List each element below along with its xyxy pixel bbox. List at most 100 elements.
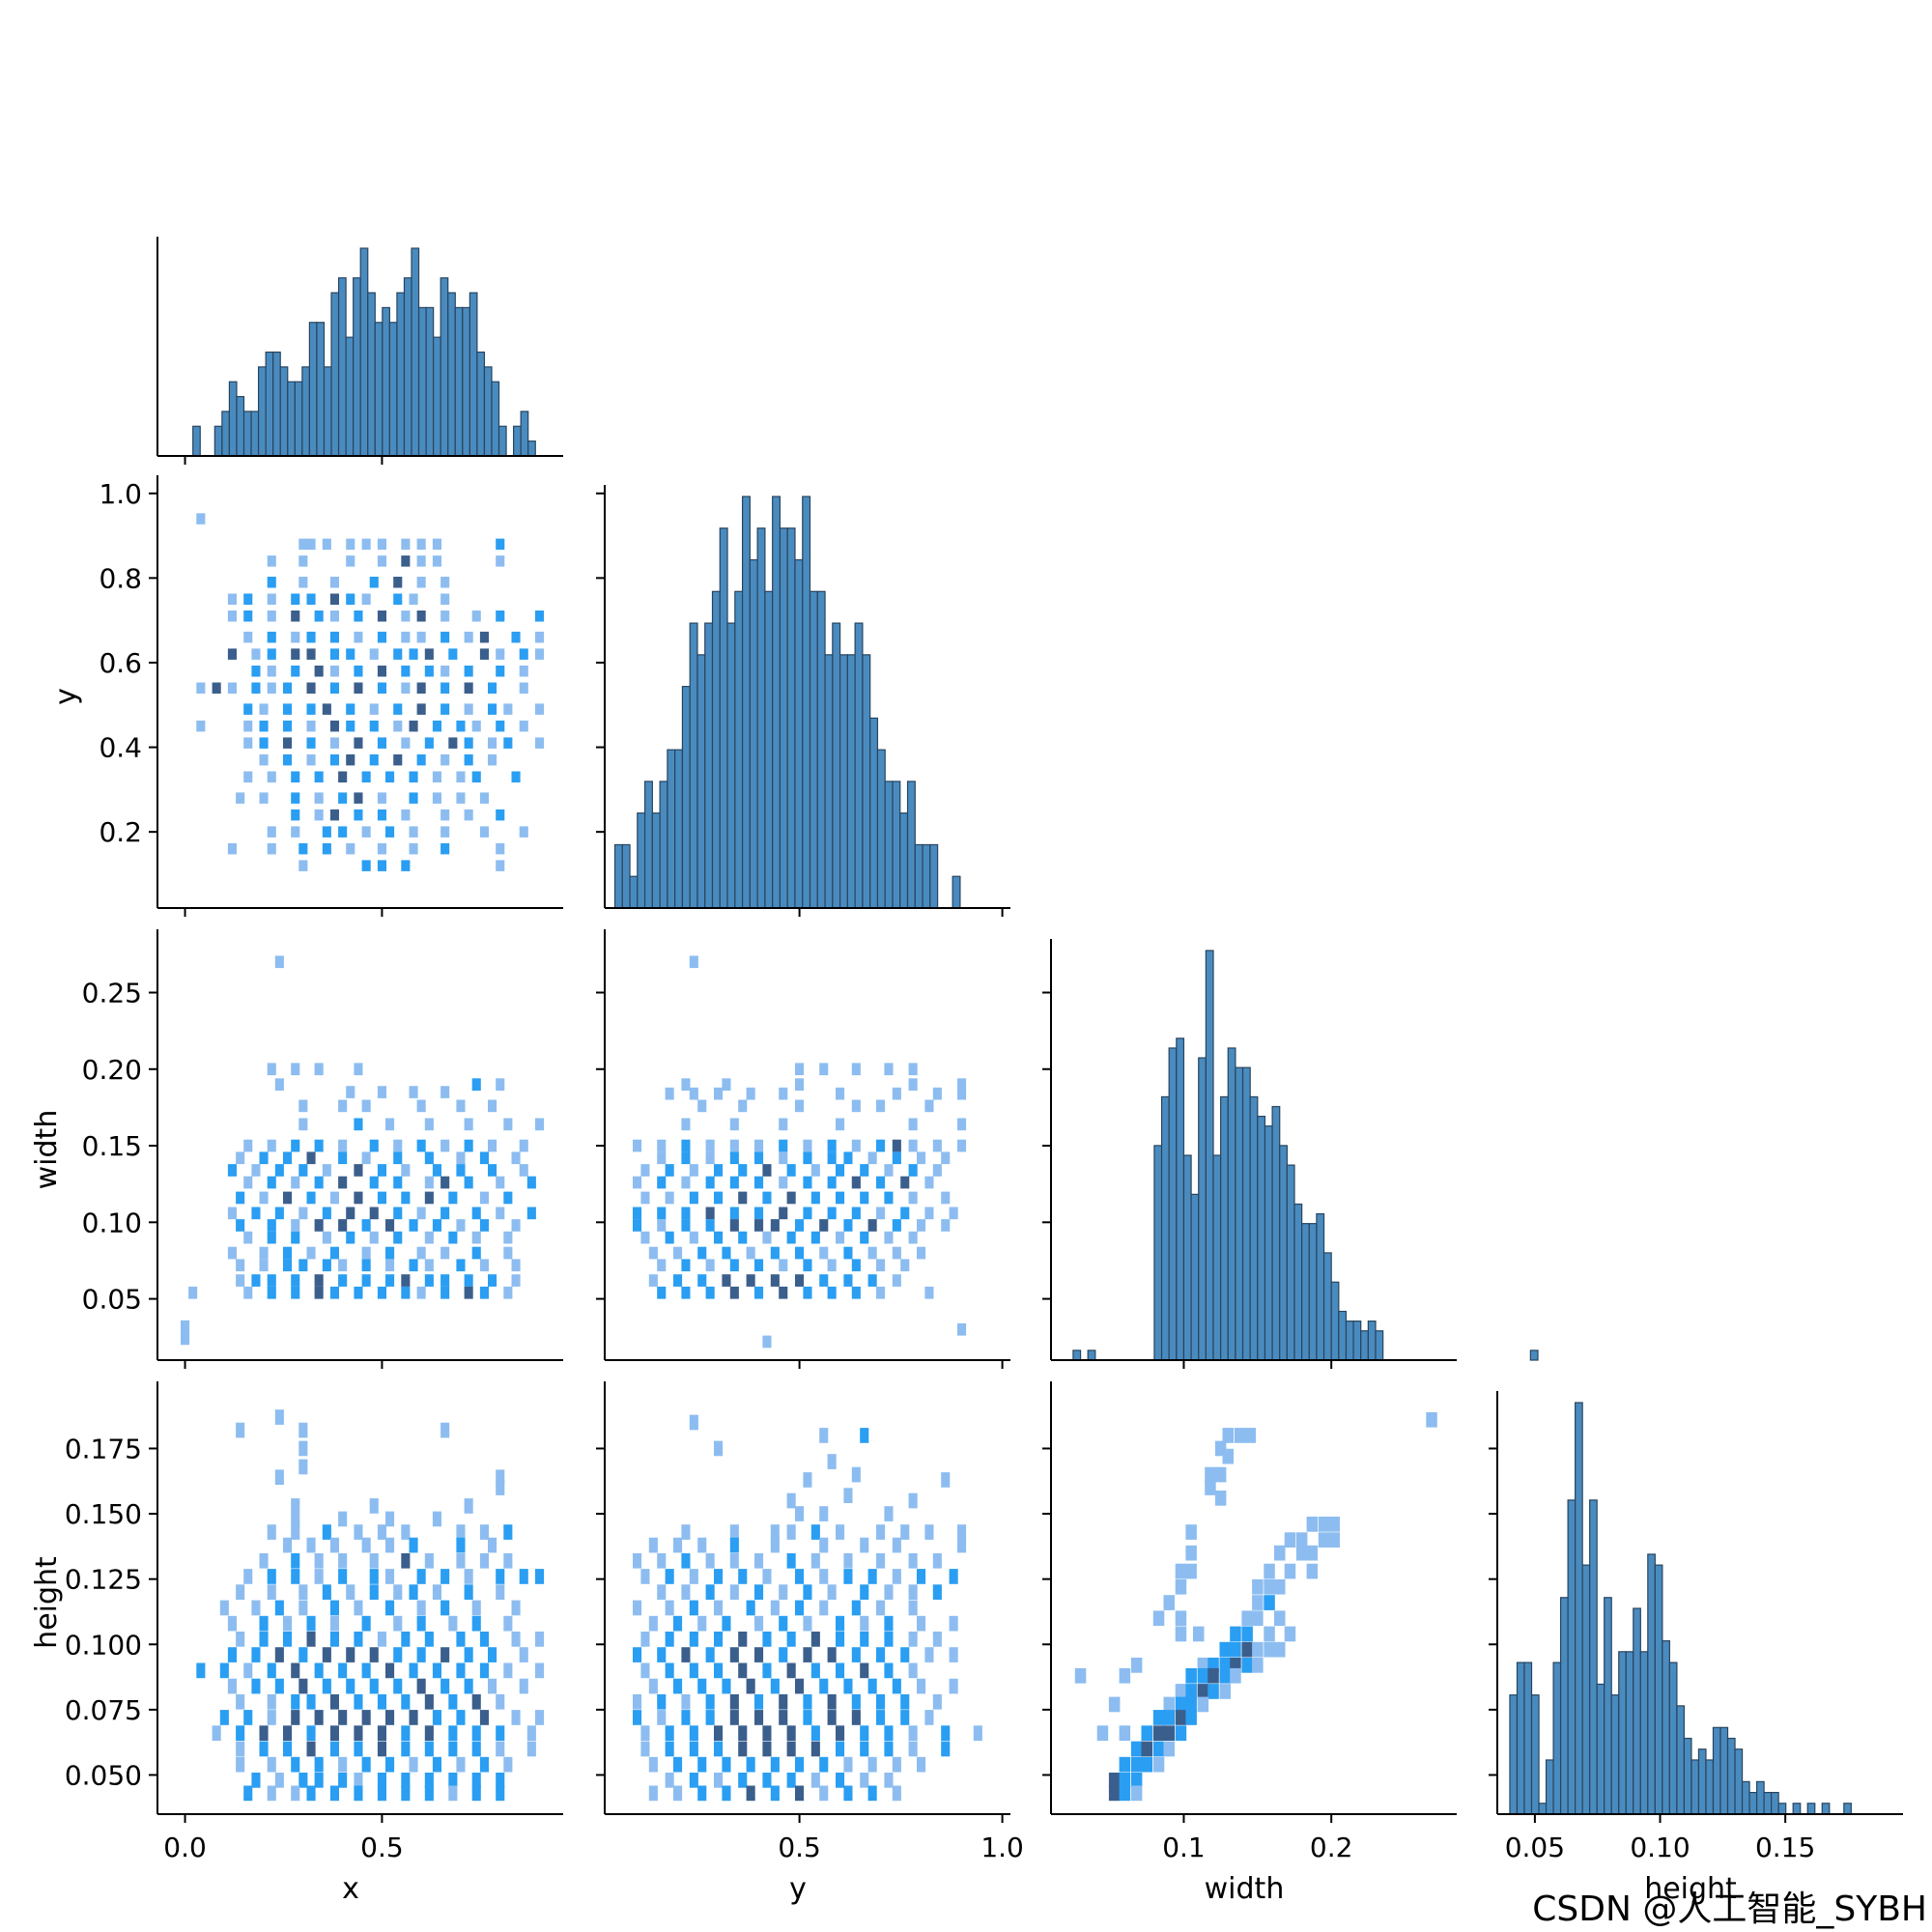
heatmap-cell (917, 1151, 926, 1165)
hist-bar (1509, 1694, 1519, 1815)
heatmap-cell (227, 842, 237, 855)
y-tick-label: 0.15 (82, 1130, 142, 1162)
heatmap-cell (1185, 1696, 1197, 1713)
heatmap-cell (657, 1207, 667, 1220)
heatmap-cell (464, 1498, 473, 1514)
heatmap-cell (908, 1632, 918, 1647)
heatmap-cell (836, 1087, 845, 1100)
heatmap-cell (924, 1524, 934, 1540)
heatmap-cell (795, 1785, 805, 1802)
heatmap-cell (440, 703, 450, 715)
heatmap-cell (681, 1176, 691, 1189)
heatmap-cell (843, 1274, 853, 1287)
heatmap-cell (329, 1615, 339, 1632)
heatmap-cell (851, 1710, 861, 1725)
heatmap-cell (1306, 1545, 1319, 1561)
heatmap-cell (464, 1569, 473, 1584)
heatmap-cell (941, 1151, 951, 1165)
heatmap-cell (314, 1710, 324, 1725)
heatmap-cell (267, 1710, 276, 1725)
heatmap-cell (729, 1139, 739, 1152)
hist-bar (1726, 1737, 1736, 1815)
heatmap-cell (393, 1647, 403, 1662)
heatmap-cell (283, 1259, 293, 1272)
hist-bar (802, 496, 811, 909)
heatmap-cell (471, 1600, 481, 1616)
heatmap-cell (860, 1537, 869, 1553)
heatmap-cell (689, 1191, 698, 1205)
heatmap-cell (227, 1164, 237, 1177)
heatmap-cell (1208, 1667, 1219, 1684)
heatmap-cell (267, 1524, 276, 1540)
heatmap-cell (496, 1584, 505, 1600)
hist-bar (1771, 1791, 1779, 1815)
heatmap-cell (503, 1524, 513, 1540)
hist-bar (696, 654, 706, 909)
heatmap-cell (535, 703, 545, 715)
heatmap-cell (471, 1246, 481, 1260)
heatmap-cell (267, 1219, 276, 1232)
heatmap-cell (314, 771, 324, 782)
heatmap-cell (471, 611, 481, 622)
heatmap-cell (259, 1151, 269, 1165)
heatmap-cell (681, 1219, 691, 1232)
heatmap-cell (941, 1191, 951, 1205)
heatmap-cell (786, 1164, 796, 1177)
heatmap-cell (860, 1191, 869, 1205)
heatmap-cell (496, 1569, 505, 1584)
heatmap-cell (496, 1741, 505, 1757)
heatmap-cell (908, 1600, 918, 1616)
heatmap-cell (957, 1139, 967, 1152)
heatmap-cell (1230, 1641, 1241, 1658)
heatmap-cell (440, 1086, 450, 1098)
heatmap-cell (274, 1078, 284, 1091)
heatmap-cell (338, 1176, 348, 1189)
heatmap-cell (196, 720, 206, 732)
heatmap-cell (346, 842, 355, 855)
hist-bar (440, 277, 449, 457)
heatmap-cell (836, 1231, 845, 1244)
heatmap-cell (1185, 1563, 1197, 1579)
heatmap-cell (243, 1785, 253, 1802)
heatmap-cell (819, 1785, 829, 1802)
heatmap-cell (346, 593, 355, 605)
heatmap-cell (338, 1511, 348, 1527)
heatmap-cell (329, 682, 339, 694)
heatmap-cell (267, 1286, 276, 1299)
heatmap-cell (464, 1584, 473, 1600)
heatmap-cell (259, 1632, 269, 1647)
heatmap-cell (338, 771, 348, 782)
hist-bar (1545, 1759, 1554, 1815)
heatmap-cell (786, 1662, 796, 1679)
heatmap-cell (673, 1615, 683, 1632)
heatmap-cell (860, 1741, 869, 1757)
hist-bar (1198, 1057, 1207, 1361)
heatmap-cell (409, 792, 418, 804)
heatmap-cell (259, 720, 269, 732)
heatmap-cell (1241, 1626, 1253, 1642)
hist-bar (816, 590, 826, 909)
heatmap-cell (354, 611, 363, 622)
heatmap-cell (456, 792, 466, 804)
heatmap-cell (729, 1710, 739, 1725)
heatmap-cell (640, 1569, 650, 1584)
hist-bar (396, 292, 406, 457)
heatmap-cell (1193, 1626, 1205, 1642)
heatmap-cell (722, 1615, 731, 1632)
y-tick-label: 0.125 (65, 1564, 142, 1596)
heatmap-cell (329, 737, 339, 749)
hist-bar (1719, 1726, 1729, 1815)
heatmap-cell (298, 1600, 308, 1616)
heatmap-cell (1163, 1710, 1175, 1725)
heatmap-cell (917, 1678, 926, 1694)
hist-bar (846, 654, 856, 909)
heatmap-cell (876, 1647, 886, 1662)
heatmap-cell (697, 1756, 707, 1773)
heatmap-cell (361, 860, 371, 871)
heatmap-cell (259, 753, 269, 766)
heatmap-cell (448, 1785, 458, 1802)
heatmap-height-vs-x (196, 1409, 545, 1802)
heatmap-cell (819, 1246, 829, 1260)
heatmap-cell (836, 1725, 845, 1741)
